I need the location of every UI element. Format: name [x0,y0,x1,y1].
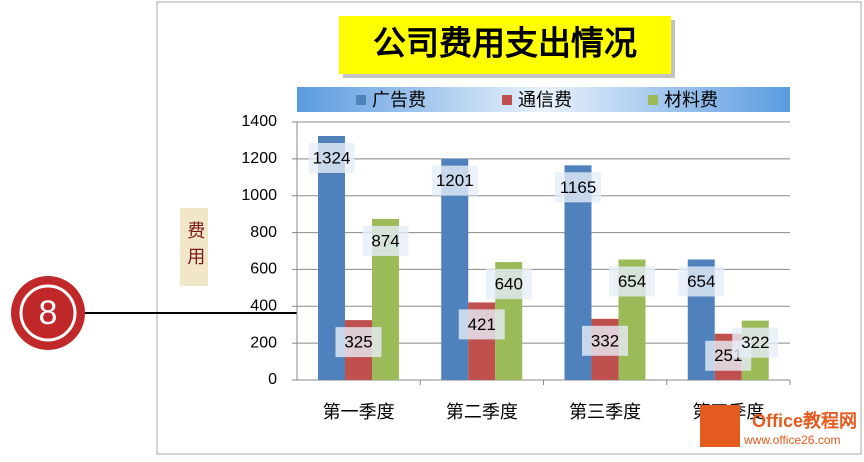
data-label: 1324 [313,148,351,167]
y-tick-label: 1400 [241,113,277,130]
legend-label: 通信费 [518,90,572,110]
data-label: 421 [468,315,496,334]
legend-label: 材料费 [664,90,718,110]
y-tick-label: 1000 [241,187,277,204]
y-tick-label: 600 [250,261,277,278]
y-tick-label: 400 [250,298,277,315]
legend-label: 广告费 [372,90,426,110]
data-label-box [582,325,628,356]
data-label: 332 [591,331,619,350]
legend-swatch [356,95,366,105]
data-label-box [335,327,382,358]
data-label-box [555,172,601,203]
data-label-box [458,309,505,340]
data-label-box [609,266,655,297]
data-label-box [485,269,532,300]
logo [700,405,740,447]
data-label: 325 [344,333,372,352]
data-label-box [431,165,478,196]
x-tick-label: 第三季度 [569,402,641,422]
data-label-box [362,225,409,256]
data-label: 1201 [436,171,474,190]
y-tick-label: 0 [268,371,277,388]
callout-text: 8 [39,294,58,332]
callout-ring [19,284,77,342]
data-label-box [732,327,779,358]
legend-swatch [648,95,658,105]
data-label-box [678,266,725,297]
y-tick-label: 200 [250,334,277,351]
title-box [339,16,671,74]
x-tick-label: 第二季度 [446,402,518,422]
watermark-url: www.office26.com [743,433,841,447]
data-label: 654 [687,272,715,291]
data-label-box [308,143,355,174]
data-label: 1165 [560,178,597,197]
y-tick-label: 1200 [241,150,277,167]
data-label: 640 [495,275,523,294]
data-label: 874 [371,231,399,250]
data-label: 322 [741,333,769,352]
y-axis-label: 费用 [185,221,205,273]
legend-box [297,87,790,112]
x-tick-label: 第一季度 [323,402,395,422]
data-label: 654 [618,272,646,291]
y-tick-label: 800 [250,224,277,241]
legend-swatch [502,95,512,105]
chart-title: 公司费用支出情况 [373,25,637,62]
y-label-box [180,208,208,286]
watermark-brand: Office教程网 [752,410,857,431]
